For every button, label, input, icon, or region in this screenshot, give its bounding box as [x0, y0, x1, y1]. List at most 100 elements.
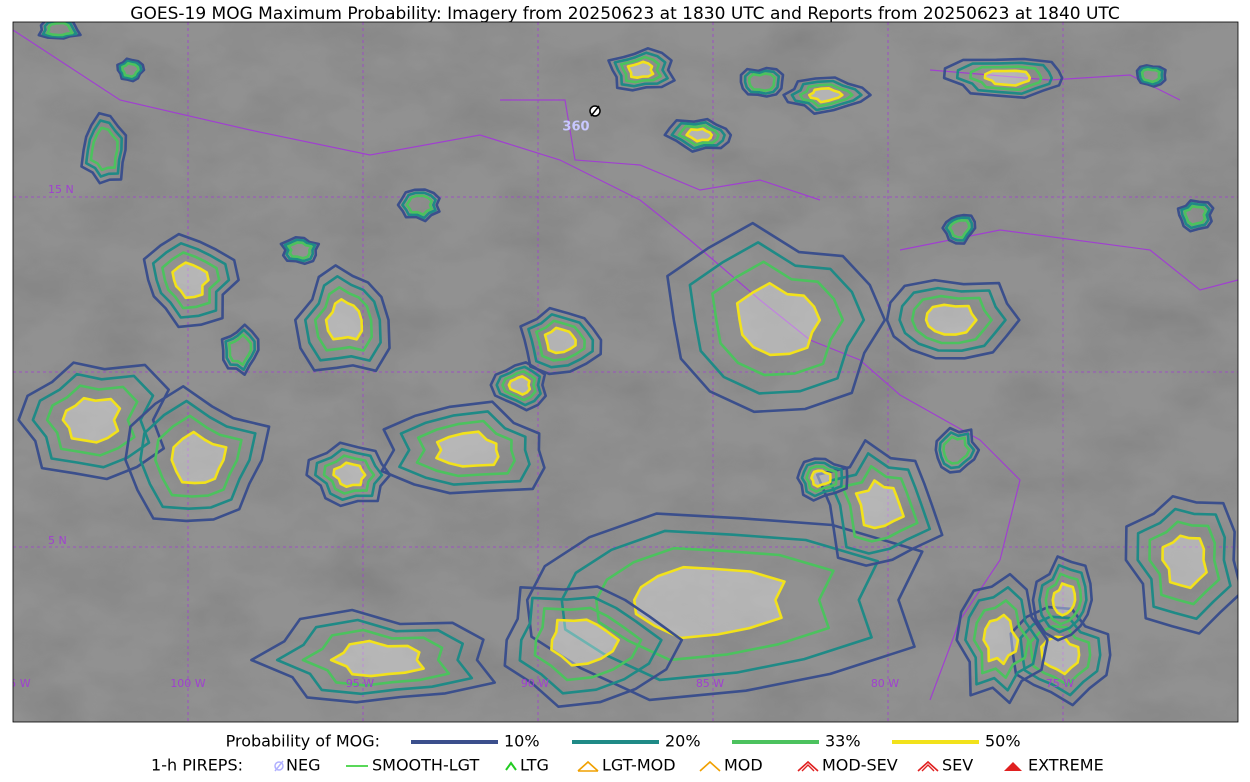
legend-symbol: [797, 760, 819, 772]
contour: [396, 188, 441, 223]
contour: [525, 512, 924, 702]
contour: [405, 194, 433, 216]
contour: [1019, 615, 1102, 697]
contour: [1138, 66, 1164, 86]
contour: [1140, 68, 1161, 84]
contour: [519, 306, 603, 376]
contour: [161, 251, 221, 310]
symbol-part: [1004, 762, 1022, 771]
contour: [748, 72, 776, 92]
legend-label: EXTREME: [1028, 756, 1104, 775]
contour: [983, 69, 1032, 87]
contour: [535, 319, 586, 362]
contour: [533, 606, 643, 682]
contour: [619, 55, 662, 84]
legend-symbol: [577, 760, 599, 772]
legend-symbol: [699, 760, 721, 772]
legend-label: LGT-MOD: [602, 756, 676, 775]
legend-label: 20%: [665, 732, 701, 751]
contour: [942, 435, 971, 465]
contour: [401, 191, 437, 220]
contour: [435, 430, 500, 468]
contour: [304, 275, 382, 362]
contour: [301, 628, 451, 687]
contour: [964, 586, 1040, 692]
graticule: [13, 22, 1238, 722]
contour: [1124, 495, 1238, 635]
contour: [332, 461, 367, 488]
contour: [685, 127, 713, 143]
contour: [613, 51, 669, 88]
contour: [790, 79, 863, 112]
contour: [80, 111, 128, 185]
legend-label: MOD: [724, 756, 763, 775]
contour: [934, 426, 981, 474]
contour: [898, 286, 1007, 352]
contour: [910, 294, 993, 345]
contour: [1135, 64, 1167, 88]
contour: [944, 216, 974, 242]
contour: [279, 236, 321, 266]
contour: [739, 66, 785, 98]
contour: [121, 61, 140, 78]
symbol-part: [921, 764, 935, 772]
legend: Probability of MOG: 1-h PIREPS: 10% 20% 33…: [151, 732, 1104, 775]
lon-label: 75 W: [1046, 677, 1074, 690]
legend-label: SMOOTH-LGT: [372, 756, 479, 775]
lon-label: 100 W: [170, 677, 205, 690]
contour: [782, 76, 872, 115]
contour: [46, 22, 74, 37]
contour: [227, 333, 253, 367]
contour: [796, 457, 849, 502]
contour: [41, 22, 78, 38]
contour: [815, 439, 944, 567]
contour: [313, 286, 373, 352]
contour: [495, 365, 542, 407]
lon-label: 105 W: [0, 677, 31, 690]
contour: [626, 60, 655, 79]
lon-label: 85 W: [696, 677, 724, 690]
contour: [220, 323, 260, 376]
map-frame: [12, 21, 1239, 723]
contour: [118, 59, 143, 81]
legend-label: 10%: [504, 732, 540, 751]
contour: [139, 399, 257, 510]
contours: [17, 22, 1238, 708]
contour: [924, 303, 978, 336]
contour: [743, 69, 781, 95]
contour: [329, 639, 425, 678]
contour: [527, 313, 595, 369]
contour: [61, 396, 122, 444]
legend-label: 50%: [985, 732, 1021, 751]
contour: [1044, 572, 1083, 626]
contour: [287, 241, 313, 260]
contour: [543, 326, 577, 355]
contour: [1051, 582, 1077, 617]
contour: [972, 599, 1030, 679]
lon-label: 80 W: [871, 677, 899, 690]
contour: [938, 431, 976, 470]
contour: [841, 465, 919, 543]
contour: [1180, 202, 1211, 230]
contour: [670, 121, 726, 150]
contour: [501, 370, 537, 402]
legend-label: SEV: [942, 756, 973, 775]
symbol-part: [274, 761, 284, 771]
contour: [518, 596, 663, 695]
contour: [31, 372, 155, 469]
lat-label: 15 N: [48, 183, 74, 196]
contour: [1031, 555, 1093, 642]
contour: [283, 238, 317, 263]
contour: [800, 461, 844, 498]
contour: [969, 65, 1043, 92]
symbol-part: [505, 761, 517, 771]
contour: [171, 261, 210, 300]
contour: [1148, 520, 1221, 606]
contour: [250, 608, 496, 704]
contour: [116, 57, 146, 83]
legend-title: Probability of MOG:: [226, 732, 380, 751]
symbol-part: [274, 760, 284, 772]
contour: [1176, 199, 1215, 233]
contour: [124, 385, 271, 523]
